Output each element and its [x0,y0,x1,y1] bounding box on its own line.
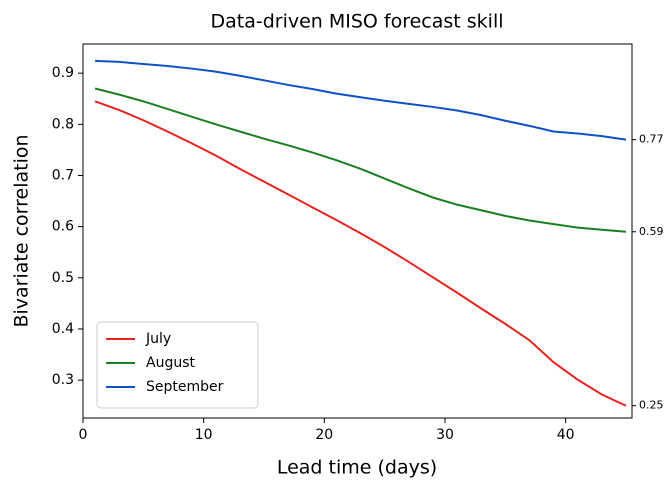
y-tick-label: 0.7 [52,167,74,183]
y-tick-label: 0.6 [52,219,74,235]
x-tick-label: 30 [436,427,454,443]
line [94,100,627,407]
end-label: 0.59 [639,225,664,238]
legend-box [96,321,259,409]
legend-label: August [146,355,196,371]
y-axis-label: Bivariate correlation [11,134,33,327]
x-tick-label: 40 [557,427,575,443]
chart-title: Data-driven MISO forecast skill [210,11,503,33]
plot-frame [82,43,633,419]
x-axis-label: Lead time (days) [277,457,437,479]
x-tick-label: 10 [195,427,213,443]
legend: July August September [96,321,259,409]
line [94,87,627,233]
y-tick-label: 0.9 [52,65,74,81]
y-tick-label: 0.3 [52,372,74,388]
line [95,59,627,141]
y-tick-label: 0.5 [52,270,74,286]
y-tick-label: 0.8 [52,116,74,132]
end-label: 0.77 [639,133,664,146]
end-label: 0.25 [639,399,664,412]
y-tick-label: 0.4 [52,321,74,337]
x-tick-label: 20 [315,427,333,443]
x-tick-label: 0 [79,427,88,443]
legend-label: July [145,331,171,347]
legend-label: September [146,379,224,395]
